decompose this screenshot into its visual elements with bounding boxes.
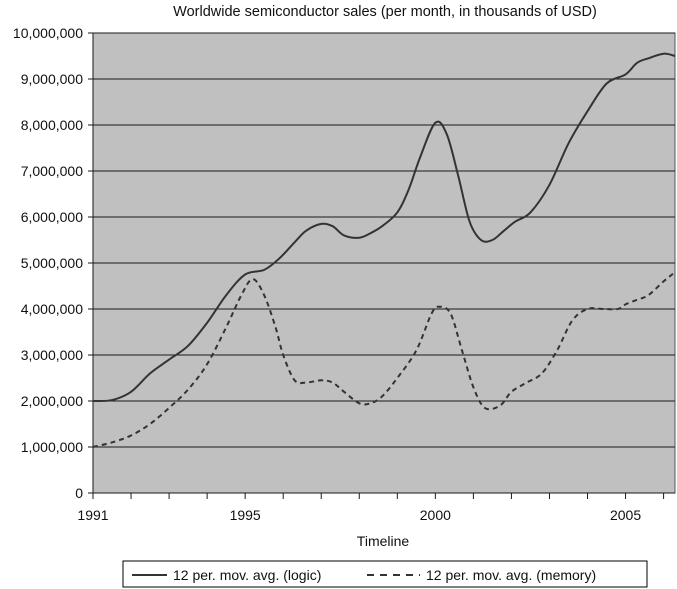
y-tick-label: 3,000,000 — [21, 347, 83, 363]
y-tick-label: 10,000,000 — [13, 25, 83, 41]
x-axis-label: Timeline — [357, 533, 410, 549]
legend-label-memory: 12 per. mov. avg. (memory) — [426, 567, 596, 583]
x-tick-label: 1991 — [77, 507, 108, 523]
series-lines — [92, 52, 676, 448]
grid-lines — [93, 32, 675, 448]
y-tick-label: 4,000,000 — [21, 301, 83, 317]
y-axis: 0 1,000,000 2,000,000 3,000,000 4,000,000 5,0… — [13, 25, 94, 501]
y-tick-label: 7,000,000 — [21, 163, 83, 179]
y-tick-label: 9,000,000 — [21, 71, 83, 87]
y-tick-label: 1,000,000 — [21, 439, 83, 455]
x-tick-label: 1995 — [230, 507, 261, 523]
x-tick-label: 2005 — [610, 507, 641, 523]
legend: 12 per. mov. avg. (logic) 12 per. mov. a… — [122, 560, 648, 588]
y-tick-label: 2,000,000 — [21, 393, 83, 409]
legend-label-logic: 12 per. mov. avg. (logic) — [173, 567, 321, 583]
chart-title: Worldwide semiconductor sales (per month… — [173, 4, 597, 20]
series-line-logic — [92, 52, 676, 403]
x-tick-label: 2000 — [420, 507, 451, 523]
y-tick-label: 0 — [75, 485, 83, 501]
y-tick-label: 8,000,000 — [21, 117, 83, 133]
y-tick-label: 6,000,000 — [21, 209, 83, 225]
x-axis: 1991 1995 2000 2005 — [77, 492, 675, 523]
y-tick-label: 5,000,000 — [21, 255, 83, 271]
